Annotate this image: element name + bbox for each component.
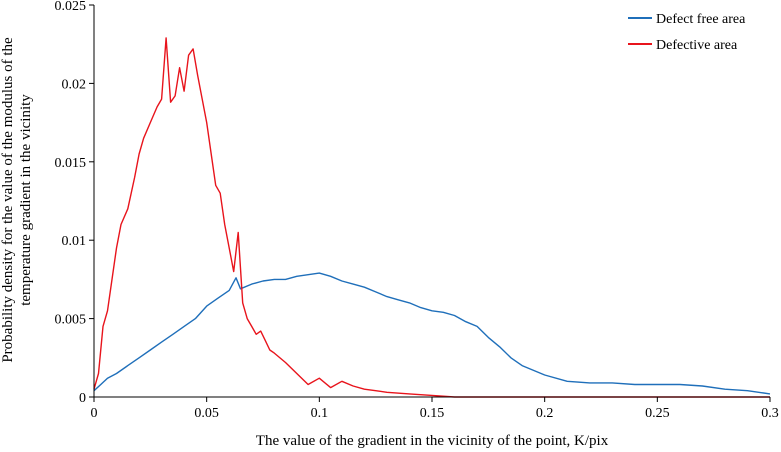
legend-label-defective: Defective area bbox=[656, 38, 738, 53]
y-tick-label: 0.015 bbox=[55, 156, 87, 171]
x-tick-label: 0.25 bbox=[645, 406, 670, 421]
series-line-defective bbox=[93, 37, 770, 398]
y-tick-label: 0.02 bbox=[62, 77, 87, 92]
x-axis-ticks: 0 0.05 0.1 0.15 0.2 0.25 0.3 bbox=[91, 397, 779, 421]
y-axis-label-line-1: Probability density for the value of the… bbox=[0, 37, 16, 363]
y-tick-label: 0.01 bbox=[62, 234, 87, 249]
x-axis-label: The value of the gradient in the vicinit… bbox=[256, 433, 609, 449]
x-tick-label: 0.2 bbox=[536, 406, 554, 421]
series-layer bbox=[93, 37, 771, 398]
legend: Defect free area Defective area bbox=[628, 12, 746, 53]
plot-area: 0 0.05 0.1 0.15 0.2 0.25 0.3 0 0.005 0.01 0.015 0.… bbox=[55, 0, 779, 421]
y-tick-label: 0 bbox=[79, 391, 86, 406]
x-tick-label: 0.1 bbox=[311, 406, 329, 421]
y-axis-label-line-2: temperature gradient in the vicinity bbox=[18, 94, 34, 306]
y-tick-label: 0.025 bbox=[55, 0, 87, 14]
x-tick-label: 0.3 bbox=[761, 406, 779, 421]
x-tick-label: 0.15 bbox=[420, 406, 445, 421]
legend-label-defect-free: Defect free area bbox=[656, 12, 746, 27]
series-line-defect-free bbox=[93, 272, 771, 395]
y-axis-ticks: 0 0.005 0.01 0.015 0.02 0.025 bbox=[55, 0, 94, 406]
x-tick-label: 0 bbox=[91, 406, 98, 421]
x-tick-label: 0.05 bbox=[194, 406, 219, 421]
y-axis-label: Probability density for the value of the… bbox=[0, 37, 34, 363]
y-tick-label: 0.005 bbox=[55, 313, 87, 328]
